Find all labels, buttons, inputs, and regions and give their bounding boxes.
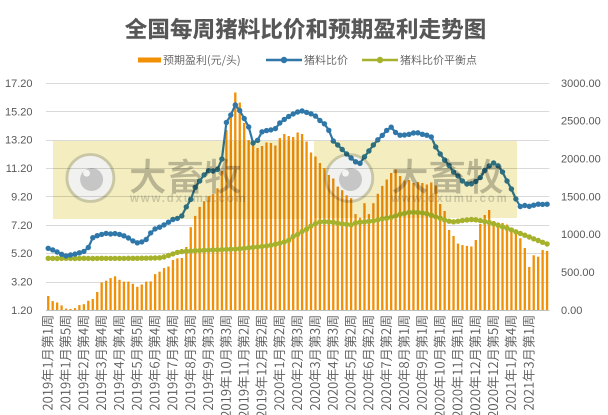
svg-text:1000.00: 1000.00 <box>561 229 601 241</box>
svg-text:2500.00: 2500.00 <box>561 116 601 128</box>
svg-text:11.20: 11.20 <box>6 163 33 175</box>
svg-text:3000.00: 3000.00 <box>561 78 601 90</box>
svg-text:9.20: 9.20 <box>11 191 32 203</box>
svg-text:www.dxumu.com: www.dxumu.com <box>390 193 509 205</box>
svg-text:2000.00: 2000.00 <box>561 154 601 166</box>
svg-text:15.20: 15.20 <box>5 106 33 118</box>
svg-text:7.20: 7.20 <box>11 220 32 232</box>
svg-text:500.00: 500.00 <box>561 267 595 279</box>
svg-text:0.00: 0.00 <box>561 305 582 317</box>
svg-text:www.dxumu.com: www.dxumu.com <box>129 193 248 205</box>
svg-text:5.20: 5.20 <box>11 248 32 260</box>
svg-text:3.20: 3.20 <box>11 277 32 289</box>
svg-text:1500.00: 1500.00 <box>561 191 601 203</box>
svg-text:1.20: 1.20 <box>11 305 32 317</box>
svg-text:13.20: 13.20 <box>5 135 33 147</box>
svg-text:17.20: 17.20 <box>5 78 33 90</box>
